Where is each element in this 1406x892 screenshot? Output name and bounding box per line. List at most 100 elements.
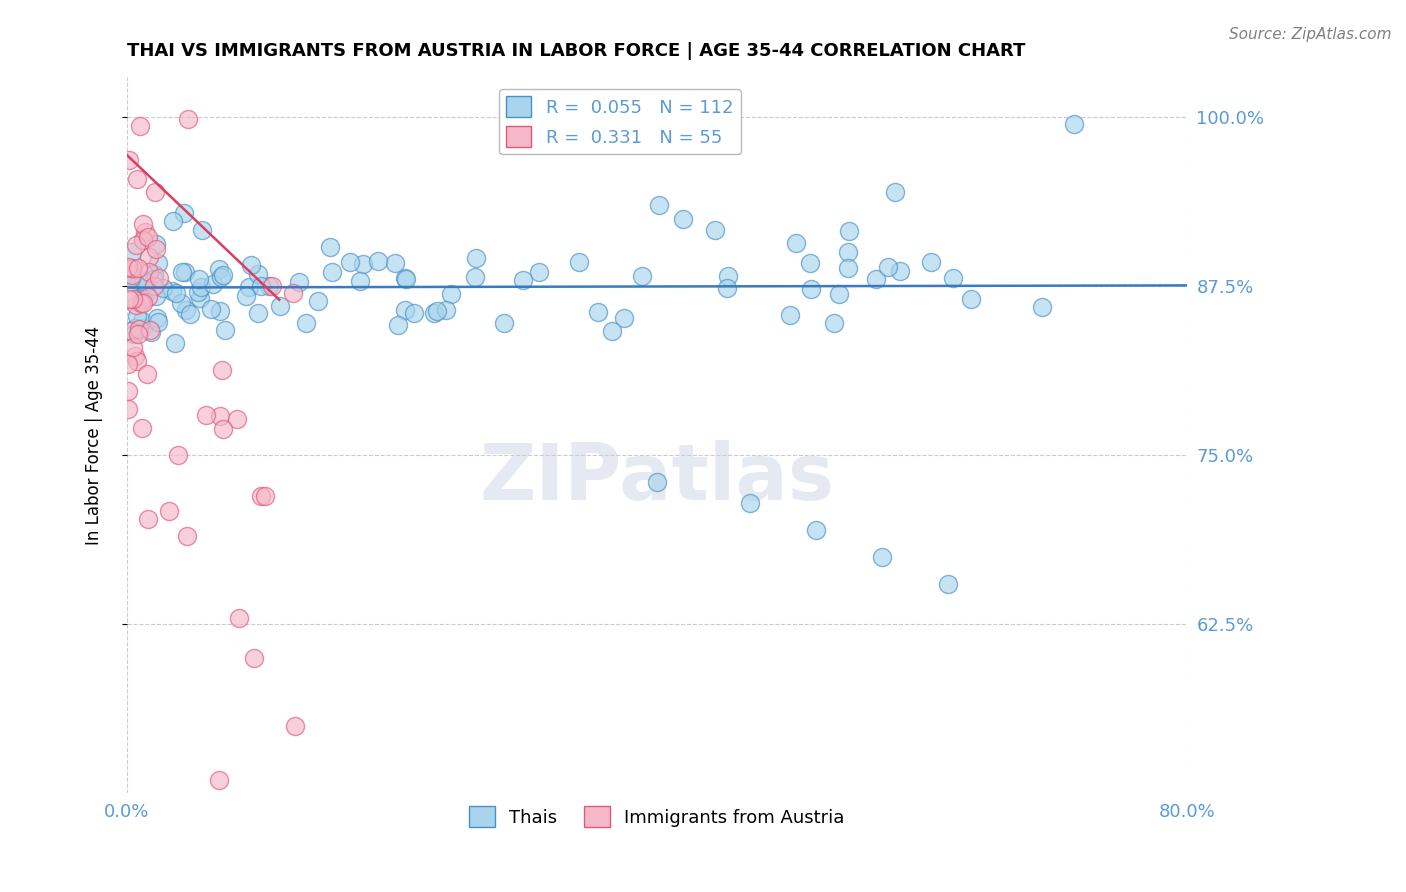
Point	[117, 260, 139, 274]
Point	[143, 185, 166, 199]
Point	[717, 268, 740, 283]
Point	[191, 223, 214, 237]
Point	[877, 260, 900, 274]
Point	[165, 336, 187, 351]
Point	[247, 306, 270, 320]
Point	[117, 357, 139, 371]
Point	[527, 265, 550, 279]
Text: Source: ZipAtlas.com: Source: ZipAtlas.com	[1229, 27, 1392, 42]
Point	[187, 285, 209, 299]
Point	[132, 321, 155, 335]
Point	[145, 237, 167, 252]
Point	[124, 321, 146, 335]
Point	[422, 306, 444, 320]
Point	[127, 261, 149, 276]
Point	[122, 292, 145, 306]
Point	[125, 238, 148, 252]
Point	[586, 304, 609, 318]
Point	[188, 272, 211, 286]
Point	[823, 316, 845, 330]
Point	[440, 286, 463, 301]
Point	[120, 270, 142, 285]
Point	[145, 289, 167, 303]
Point	[889, 263, 911, 277]
Point	[138, 265, 160, 279]
Point	[157, 504, 180, 518]
Point	[177, 112, 200, 126]
Point	[804, 523, 827, 537]
Point	[202, 277, 225, 292]
Point	[132, 233, 155, 247]
Point	[738, 495, 761, 509]
Point	[148, 256, 170, 270]
Point	[134, 277, 156, 292]
Point	[200, 301, 222, 316]
Point	[238, 280, 260, 294]
Point	[134, 274, 156, 288]
Point	[131, 421, 153, 435]
Point	[145, 243, 167, 257]
Point	[131, 314, 153, 328]
Point	[352, 257, 374, 271]
Point	[128, 119, 150, 133]
Point	[176, 529, 198, 543]
Point	[128, 322, 150, 336]
Point	[250, 490, 273, 504]
Point	[120, 325, 142, 339]
Point	[239, 258, 262, 272]
Point	[145, 310, 167, 325]
Point	[209, 270, 232, 285]
Point	[190, 280, 212, 294]
Point	[254, 489, 277, 503]
Point	[870, 549, 893, 564]
Point	[143, 271, 166, 285]
Text: THAI VS IMMIGRANTS FROM AUSTRIA IN LABOR FORCE | AGE 35-44 CORRELATION CHART: THAI VS IMMIGRANTS FROM AUSTRIA IN LABOR…	[127, 42, 1025, 60]
Point	[127, 353, 149, 368]
Point	[920, 254, 942, 268]
Point	[118, 277, 141, 291]
Point	[139, 323, 162, 337]
Point	[1063, 117, 1085, 131]
Point	[121, 262, 143, 277]
Point	[1031, 301, 1053, 315]
Point	[464, 270, 486, 285]
Point	[212, 422, 235, 436]
Point	[800, 281, 823, 295]
Point	[209, 303, 232, 318]
Point	[162, 214, 184, 228]
Point	[207, 261, 229, 276]
Point	[135, 286, 157, 301]
Point	[148, 270, 170, 285]
Point	[865, 272, 887, 286]
Point	[779, 308, 801, 322]
Point	[936, 576, 959, 591]
Point	[512, 273, 534, 287]
Point	[179, 307, 201, 321]
Point	[295, 316, 318, 330]
Point	[367, 253, 389, 268]
Point	[269, 300, 291, 314]
Point	[160, 284, 183, 298]
Point	[838, 224, 860, 238]
Point	[349, 274, 371, 288]
Point	[960, 293, 983, 307]
Point	[170, 296, 193, 310]
Point	[121, 268, 143, 282]
Point	[716, 281, 738, 295]
Point	[128, 274, 150, 288]
Point	[136, 290, 159, 304]
Point	[246, 267, 269, 281]
Point	[242, 651, 264, 665]
Point	[148, 315, 170, 329]
Point	[214, 323, 236, 337]
Point	[394, 271, 416, 285]
Point	[132, 296, 155, 310]
Text: ZIPatlas: ZIPatlas	[479, 440, 834, 516]
Point	[394, 302, 416, 317]
Point	[648, 198, 671, 212]
Point	[132, 217, 155, 231]
Point	[121, 260, 143, 275]
Point	[142, 279, 165, 293]
Point	[260, 279, 283, 293]
Point	[613, 311, 636, 326]
